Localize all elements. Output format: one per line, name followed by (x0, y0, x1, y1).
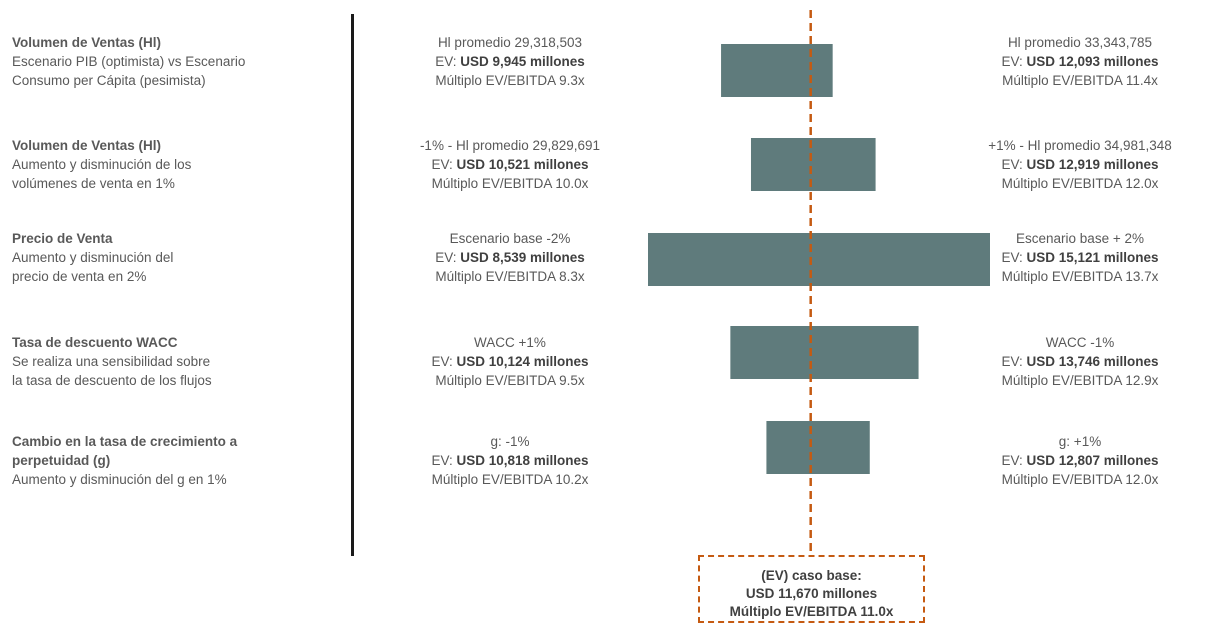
low-ev-value: USD 10,124 millones (456, 354, 589, 369)
base-case-ev: USD 11,670 millones (745, 586, 878, 601)
low-scenario-description: -1% - Hl promedio 29,829,691 (419, 138, 601, 153)
high-multiple: Múltiplo EV/EBITDA 12.0x (1001, 472, 1159, 487)
ev-prefix: EV: (431, 157, 457, 172)
high-ev-value: USD 15,121 millones (1026, 250, 1159, 265)
low-multiple: Múltiplo EV/EBITDA 9.3x (435, 73, 585, 88)
factor-title: Volumen de Ventas (Hl) (12, 138, 162, 153)
high-scenario-label: WACC -1% EV: USD 13,746 millones Múltiplo … (955, 333, 1205, 390)
high-ev-line: EV: USD 12,919 millones (955, 155, 1205, 174)
base-case-multiple: Múltiplo EV/EBITDA 11.0x (729, 604, 894, 619)
ev-prefix: EV: (435, 54, 461, 69)
low-ev-line: EV: USD 8,539 millones (380, 248, 640, 267)
low-multiple: Múltiplo EV/EBITDA 9.5x (435, 373, 585, 388)
low-ev-value: USD 10,521 millones (456, 157, 589, 172)
factor-description: Aumento y disminución del (12, 250, 174, 265)
high-ev-value: USD 12,093 millones (1026, 54, 1159, 69)
high-ev-line: EV: USD 15,121 millones (955, 248, 1205, 267)
high-multiple: Múltiplo EV/EBITDA 12.0x (1001, 176, 1159, 191)
factor-description: Consumo per Cápita (pesimista) (12, 73, 206, 88)
factor-description: Se realiza una sensibilidad sobre (12, 354, 211, 369)
low-ev-value: USD 8,539 millones (460, 250, 585, 265)
low-scenario-description: Escenario base -2% (449, 231, 571, 246)
ev-prefix: EV: (1001, 250, 1027, 265)
ev-prefix: EV: (1001, 54, 1027, 69)
factor-title: Volumen de Ventas (Hl) (12, 35, 162, 50)
high-scenario-description: g: +1% (1058, 434, 1102, 449)
divider-line (351, 14, 354, 556)
factor-label: Volumen de Ventas (Hl) Escenario PIB (opt… (12, 33, 332, 90)
base-case-box: (EV) caso base: USD 11,670 millones Múlt… (698, 555, 925, 623)
high-scenario-description: +1% - Hl promedio 34,981,348 (988, 138, 1172, 153)
factor-title: Cambio en la tasa de crecimiento a perpe… (12, 434, 238, 468)
high-scenario-label: g: +1% EV: USD 12,807 millones Múltiplo EV… (955, 432, 1205, 489)
ev-prefix: EV: (1001, 354, 1027, 369)
ev-prefix: EV: (431, 453, 457, 468)
low-scenario-label: Escenario base -2% EV: USD 8,539 millones… (380, 229, 640, 286)
tornado-bar (730, 326, 919, 379)
tornado-bar (750, 138, 876, 191)
factor-label: Tasa de descuento WACC Se realiza una sen… (12, 333, 332, 390)
factor-description: precio de venta en 2% (12, 269, 147, 284)
low-multiple: Múltiplo EV/EBITDA 8.3x (435, 269, 585, 284)
low-scenario-label: g: -1% EV: USD 10,818 millones Múltiplo EV… (380, 432, 640, 489)
low-scenario-label: Hl promedio 29,318,503 EV: USD 9,945 mill… (380, 33, 640, 90)
low-ev-line: EV: USD 10,818 millones (380, 451, 640, 470)
low-ev-line: EV: USD 10,124 millones (380, 352, 640, 371)
high-scenario-description: WACC -1% (1045, 335, 1115, 350)
factor-title: Tasa de descuento WACC (12, 335, 178, 350)
tornado-bar (648, 233, 990, 286)
factor-description: la tasa de descuento de los flujos (12, 373, 212, 388)
factor-description: volúmenes de venta en 1% (12, 176, 175, 191)
ev-prefix: EV: (435, 250, 461, 265)
low-multiple: Múltiplo EV/EBITDA 10.2x (431, 472, 589, 487)
high-multiple: Múltiplo EV/EBITDA 11.4x (1002, 73, 1158, 88)
low-ev-value: USD 10,818 millones (456, 453, 589, 468)
high-multiple: Múltiplo EV/EBITDA 12.9x (1001, 373, 1159, 388)
factor-description: Aumento y disminución del g en 1% (12, 472, 227, 487)
ev-prefix: EV: (1001, 453, 1027, 468)
low-ev-line: EV: USD 9,945 millones (380, 52, 640, 71)
factor-description: Escenario PIB (optimista) vs Escenario (12, 54, 246, 69)
high-ev-line: EV: USD 12,093 millones (955, 52, 1205, 71)
low-scenario-description: Hl promedio 29,318,503 (437, 35, 583, 50)
high-scenario-description: Escenario base + 2% (1016, 231, 1144, 246)
factor-label: Volumen de Ventas (Hl) Aumento y disminuc… (12, 136, 332, 193)
ev-prefix: EV: (431, 354, 457, 369)
low-scenario-description: g: -1% (490, 434, 530, 449)
ev-prefix: EV: (1001, 157, 1027, 172)
high-ev-value: USD 12,807 millones (1026, 453, 1159, 468)
factor-title: Precio de Venta (12, 231, 113, 246)
high-scenario-label: Hl promedio 33,343,785 EV: USD 12,093 mil… (955, 33, 1205, 90)
factor-label: Precio de Venta Aumento y disminución del… (12, 229, 332, 286)
low-ev-value: USD 9,945 millones (460, 54, 585, 69)
low-scenario-label: -1% - Hl promedio 29,829,691 EV: USD 10,5… (380, 136, 640, 193)
tornado-bar (721, 44, 833, 97)
high-ev-value: USD 12,919 millones (1026, 157, 1159, 172)
high-scenario-description: Hl promedio 33,343,785 (1007, 35, 1153, 50)
high-multiple: Múltiplo EV/EBITDA 13.7x (1001, 269, 1159, 284)
low-scenario-description: WACC +1% (474, 335, 546, 350)
low-scenario-label: WACC +1% EV: USD 10,124 millones Múltiplo … (380, 333, 640, 390)
high-scenario-label: Escenario base + 2% EV: USD 15,121 millon… (955, 229, 1205, 286)
high-ev-value: USD 13,746 millones (1026, 354, 1159, 369)
high-scenario-label: +1% - Hl promedio 34,981,348 EV: USD 12,9… (955, 136, 1205, 193)
base-case-title: (EV) caso base: (761, 568, 862, 583)
low-multiple: Múltiplo EV/EBITDA 10.0x (431, 176, 589, 191)
high-ev-line: EV: USD 12,807 millones (955, 451, 1205, 470)
factor-label: Cambio en la tasa de crecimiento a perpe… (12, 432, 332, 489)
low-ev-line: EV: USD 10,521 millones (380, 155, 640, 174)
factor-description: Aumento y disminución de los (12, 157, 192, 172)
tornado-bar (766, 421, 870, 474)
high-ev-line: EV: USD 13,746 millones (955, 352, 1205, 371)
